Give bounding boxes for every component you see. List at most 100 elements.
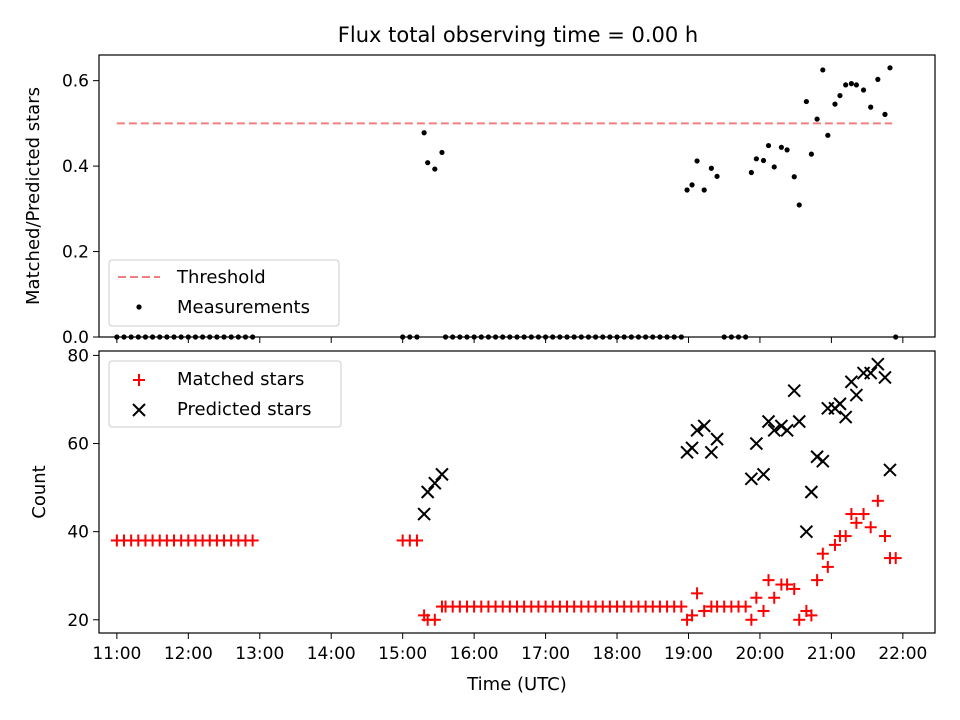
top-plot-frame (98, 54, 936, 338)
matched-star-point (816, 547, 829, 560)
measurement-point (843, 82, 849, 88)
predicted-star-point (690, 423, 704, 438)
measurement-point (814, 116, 820, 122)
bottom-x-tick-label: 21:00 (807, 644, 856, 664)
predicted-star-point (799, 524, 814, 539)
matched-star-point (739, 600, 752, 613)
top-y-axis-label: Matched/Predicted stars (23, 87, 44, 305)
measurement-point (820, 67, 826, 73)
legend-threshold-label: Threshold (176, 267, 266, 288)
measurement-point (684, 187, 690, 193)
measurement-point (860, 87, 867, 93)
matched-star-point (857, 508, 870, 521)
measurement-point (803, 98, 809, 105)
measurement-point (425, 160, 431, 166)
measurement-point (853, 82, 860, 88)
matched-star-point (878, 530, 891, 543)
matched-star-point (691, 587, 704, 600)
legend-matched-swatch (133, 374, 145, 386)
bottom-x-tick-label: 20:00 (735, 644, 784, 664)
measurement-point (694, 158, 700, 164)
matched-star-point (850, 516, 863, 529)
predicted-star-point (878, 370, 892, 385)
measurement-point (837, 92, 843, 99)
top-y-tick-label: 0.4 (62, 157, 89, 177)
measurement-point (432, 166, 438, 172)
bottom-x-tick-label: 15:00 (378, 644, 427, 664)
matched-star-point (762, 574, 775, 587)
matched-star-point (788, 582, 801, 595)
predicted-star-point (816, 454, 830, 468)
legend-predicted-swatch (132, 403, 146, 417)
predicted-star-point (435, 467, 449, 482)
matched-star-point (845, 508, 858, 521)
predicted-star-point (883, 463, 897, 477)
bottom-x-tick-label: 14:00 (307, 644, 356, 664)
measurement-point (765, 142, 772, 149)
predicted-star-point (710, 432, 724, 446)
bottom-x-axis-label: Time (UTC) (466, 674, 567, 695)
predicted-star-point (844, 375, 859, 389)
predicted-star-point (804, 485, 819, 499)
bottom-x-axis: 11:00 12:00 13:00 14:00 15:00 16:00 17:00 18:00… (92, 633, 927, 664)
matched-star-point (745, 613, 758, 626)
predicted-star-point (749, 436, 764, 451)
bottom-x-tick-label: 12:00 (164, 644, 213, 664)
matched-star-point (805, 609, 818, 622)
bottom-x-tick-label: 17:00 (521, 644, 570, 664)
predicted-star-point (685, 441, 699, 455)
bottom-y-axis-label: Count (29, 465, 50, 518)
bottom-y-tick-label: 20 (67, 611, 89, 631)
measurement-point (439, 149, 445, 156)
bottom-legend-box (108, 360, 342, 428)
bottom-x-tick-label: 19:00 (664, 644, 713, 664)
top-legend-box (108, 259, 340, 327)
predicted-star-point (871, 357, 885, 371)
bottom-x-tick-label: 22:00 (878, 644, 927, 664)
top-y-tick-label: 0.6 (62, 72, 89, 92)
predicted-star-point (787, 383, 801, 398)
measurement-point (887, 65, 893, 71)
predicted-star-point (761, 414, 776, 429)
bottom-y-tick-label: 80 (67, 346, 89, 366)
matched-star-point (675, 600, 688, 613)
predicted-star-point (756, 467, 771, 482)
measurement-point (421, 130, 427, 136)
legend-matched-label: Matched stars (177, 369, 304, 390)
measurement-point (882, 111, 888, 117)
measurement-point (791, 174, 797, 180)
matched-star-point (428, 613, 441, 626)
top-x-axis (116, 337, 904, 343)
predicted-star-point (780, 423, 794, 438)
bottom-x-tick-label: 16:00 (450, 644, 499, 664)
top-y-tick-label: 0.0 (62, 328, 89, 348)
bottom-plot-frame (98, 350, 936, 634)
measurement-point (701, 187, 707, 193)
top-legend: Threshold Measurements (108, 259, 340, 327)
matched-star-point (757, 604, 770, 617)
measurement-point (760, 157, 767, 164)
matched-star-point (839, 530, 852, 543)
legend-predicted-label: Predicted stars (177, 399, 311, 420)
measurement-point (771, 164, 777, 170)
predicted-star-point (420, 485, 435, 499)
measurement-point (868, 104, 874, 110)
measurement-point (808, 151, 814, 157)
measurement-point (832, 101, 838, 107)
matched-star-point (698, 604, 711, 617)
bottom-y-tick-label: 40 (67, 523, 89, 543)
measurement-point (748, 169, 754, 176)
bottom-y-tick-label: 60 (67, 435, 89, 455)
top-y-tick-label: 0.2 (62, 243, 89, 263)
measurement-point (753, 156, 759, 162)
bottom-x-tick-label: 11:00 (92, 644, 141, 664)
measurement-point (778, 144, 784, 150)
measurement-point (714, 173, 720, 179)
predicted-star-point (767, 423, 781, 438)
measurement-point (796, 202, 802, 208)
predicted-star-point (792, 414, 806, 429)
measurement-point (784, 147, 790, 153)
predicted-star-point (849, 388, 864, 402)
predicted-star-point (697, 419, 711, 433)
top-y-axis: 0.0 0.2 0.4 0.6 (62, 72, 99, 348)
